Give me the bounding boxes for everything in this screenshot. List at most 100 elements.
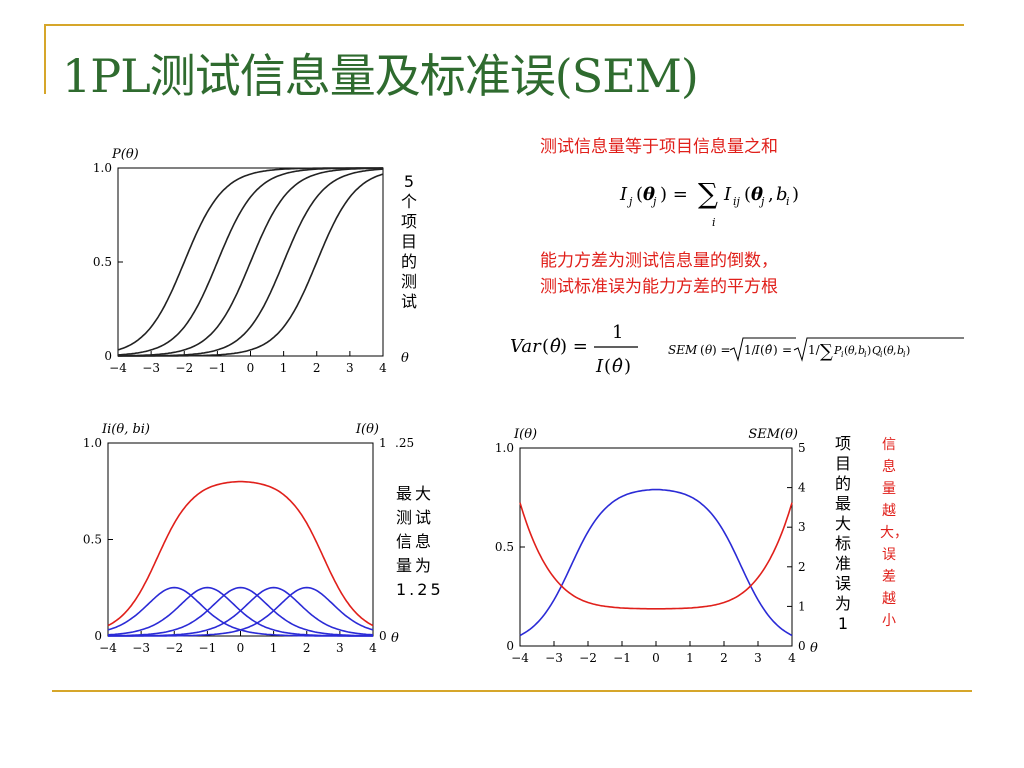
svg-text:=: = [782,343,792,357]
svg-text:b: b [897,344,904,357]
svg-text:θ: θ [848,344,855,357]
x-tick-label: −1 [199,641,217,655]
svg-text:i: i [786,195,790,208]
label-five-items: 5个项目的测试 [400,172,417,311]
y-right-tick-label: 1 [798,599,806,613]
svg-text:θ: θ [751,184,763,205]
x-tick-label: 1 [686,651,694,665]
y-right-axis-label: I(θ) [355,422,379,437]
svg-text:(: ( [700,343,705,357]
svg-text:i: i [864,350,867,359]
x-tick-label: −2 [579,651,597,665]
x-tick-label: 3 [346,361,354,375]
svg-text:θ: θ [705,343,713,357]
svg-text:,: , [893,344,897,357]
svg-text:θ: θ [643,184,655,205]
svg-text:θ̂: θ̂ [765,343,773,357]
y-right-axis-label: SEM(θ) [748,427,798,442]
svg-text:1: 1 [612,322,623,343]
svg-text:j: j [758,195,765,208]
y-right-tick-label: 1 [379,436,387,450]
svg-text:I: I [619,184,628,205]
x-tick-label: −3 [142,361,160,375]
y-axis-label: I(θ) [513,427,537,442]
svg-text:) =: ) = [660,184,688,205]
icc-curve [118,173,384,357]
var-formula: Var ( θ̂ ) = 1 I ( θ̂ ) [510,322,638,377]
svg-text:i: i [903,350,906,359]
svg-text:) =: ) = [560,336,588,357]
x-axis-label: θ [391,631,399,646]
x-tick-label: −3 [132,641,150,655]
svg-text:(: ( [760,343,765,357]
svg-text:SEM: SEM [668,343,698,357]
svg-text:j: j [626,195,633,208]
svg-text:I: I [754,343,760,357]
y-axis-label: Ii(θ, bi) [101,422,150,437]
svg-text:i: i [880,350,883,359]
svg-text:(: ( [844,344,848,357]
y-tick-label: 1.0 [93,161,112,175]
svg-text:j: j [650,195,657,208]
svg-text:∑: ∑ [820,341,833,362]
y-right-tick-label: 0 [798,639,806,653]
icc-curve [117,167,383,351]
var-note-2: 测试标准误为能力方差的平方根 [540,277,778,297]
item-info-curve [108,586,373,637]
x-tick-label: −3 [545,651,563,665]
item-info-curve [107,586,373,637]
svg-text:) =: ) = [712,343,731,357]
label-min-sem: 项目的最大标准误为1 [834,434,851,633]
y-tick-label: 0 [94,629,102,643]
label-max-info: 最大测试信息量为1.25 [396,484,444,599]
svg-text:i: i [841,350,844,359]
svg-text:∑: ∑ [698,177,718,210]
svg-text:i: i [712,216,716,229]
svg-text:P: P [833,344,842,357]
svg-text:,: , [854,344,858,357]
x-tick-label: −1 [613,651,631,665]
x-axis-label: θ [810,641,818,656]
svg-text:(: ( [604,356,611,377]
svg-text:θ̂: θ̂ [550,336,561,357]
x-tick-label: 4 [379,361,387,375]
svg-text:θ: θ [887,344,894,357]
y-axis-label: P(θ) [111,147,139,162]
test-info-curve [519,488,793,637]
var-note-1: 能力方差为测试信息量的倒数， [540,251,778,271]
x-tick-label: 3 [754,651,762,665]
item-info-curve [108,586,374,637]
sum-note: 测试信息量等于项目信息量之和 [540,137,778,157]
svg-text:1/: 1/ [808,343,821,357]
svg-text:): ) [624,356,631,377]
sem-curve [519,502,793,610]
x-tick-label: −4 [511,651,529,665]
y-tick-label: 0.5 [93,255,112,269]
svg-text:I: I [595,356,604,377]
item-info-curve [108,586,374,637]
footer-accent [52,690,972,692]
x-tick-label: −4 [99,641,117,655]
icc-curve [117,167,383,356]
svg-text:Q: Q [872,344,881,357]
svg-text:1/: 1/ [744,343,757,357]
y-right-tick-label: 2 [798,560,806,574]
svg-text:(: ( [744,184,751,205]
title-accent-top [44,24,964,26]
svg-text:ij: ij [733,195,741,208]
x-tick-label: 1 [270,641,278,655]
sum-formula: I j ( θ j ) = ∑ i I ij ( θ j , b i ) [619,177,799,229]
y-tick-label: 1.0 [495,441,514,455]
icc-curve [118,167,383,357]
x-tick-label: 2 [313,361,321,375]
svg-text:(: ( [542,336,549,357]
y-tick-label: 0.5 [83,533,102,547]
svg-text:): ) [867,344,871,357]
x-tick-label: 2 [303,641,311,655]
svg-text:I: I [723,184,732,205]
x-tick-label: −4 [109,361,127,375]
x-tick-label: −1 [209,361,227,375]
svg-text:(: ( [636,184,643,205]
y-right-tick-label: 5 [798,441,806,455]
